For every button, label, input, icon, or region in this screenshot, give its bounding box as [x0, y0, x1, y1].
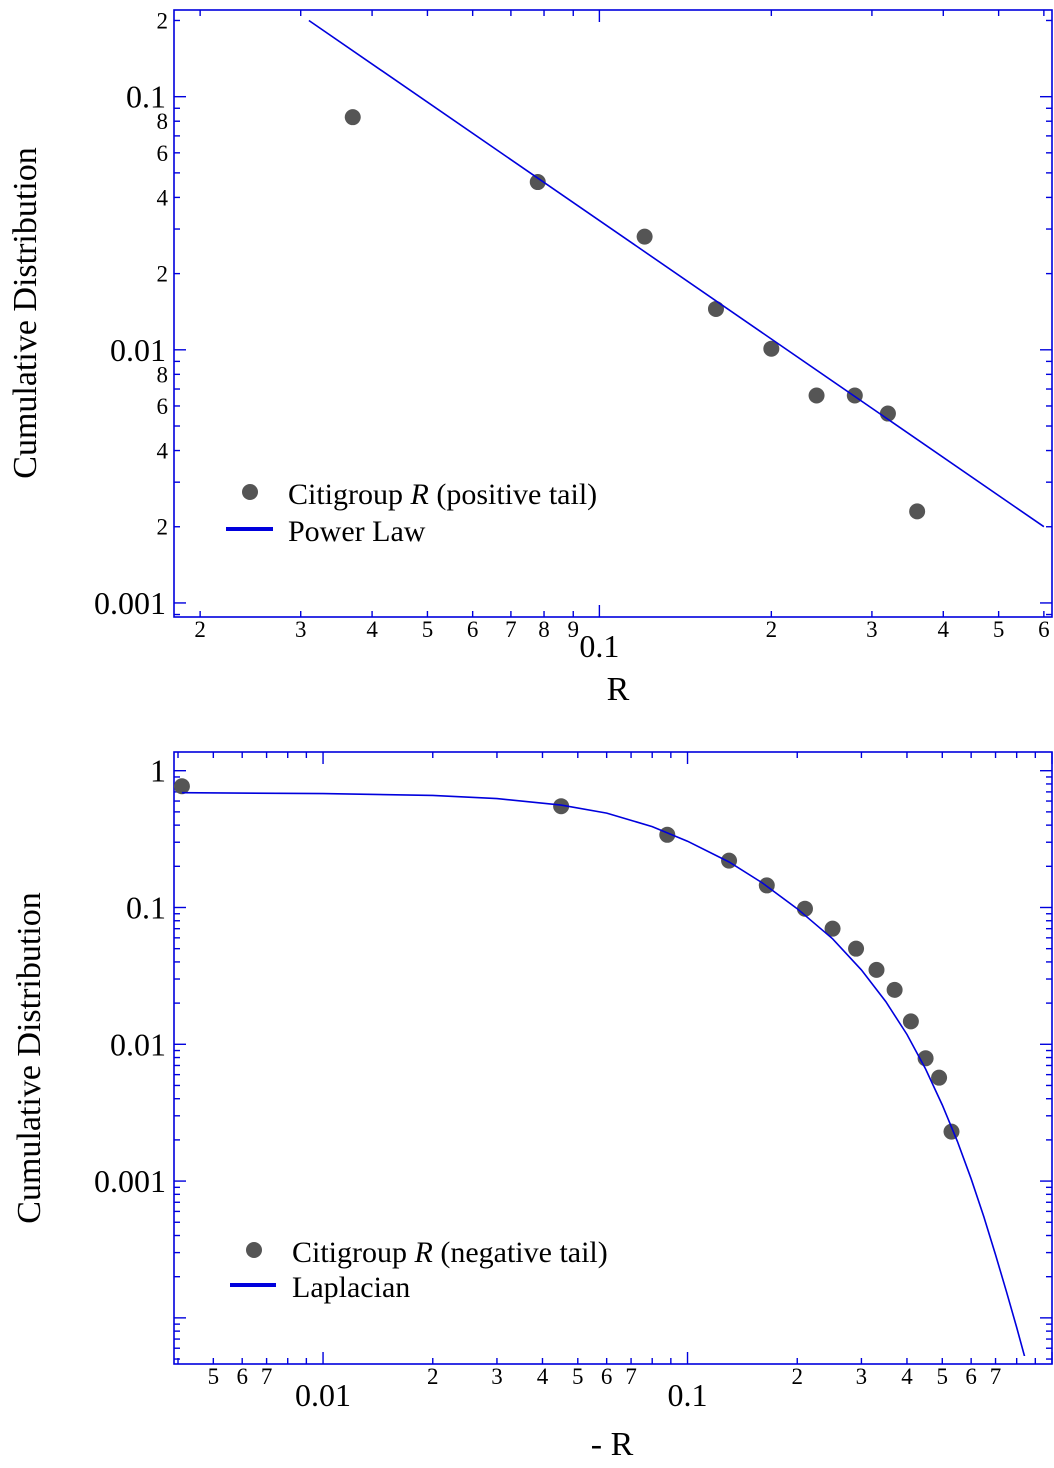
y-tick-label: 4 [157, 439, 169, 464]
x-tick-label: 2 [766, 617, 778, 642]
x-tick-label: 5 [208, 1364, 220, 1389]
x-tick-label: 3 [295, 617, 307, 642]
x-tick-label: 6 [236, 1364, 248, 1389]
x-tick-label: 9 [568, 617, 580, 642]
y-tick-label: 8 [157, 109, 169, 134]
y-tick-label: 0.1 [126, 889, 166, 925]
data-point [707, 300, 724, 317]
data-point [824, 920, 841, 937]
legend-marker [246, 1242, 262, 1258]
x-tick-label: 5 [572, 1364, 584, 1389]
data-point [636, 228, 653, 245]
legend-label-text: Citigroup [288, 478, 411, 511]
y-tick-label: 0.001 [94, 585, 166, 621]
x-tick-label: 4 [366, 617, 378, 642]
data-points [344, 109, 926, 520]
x-tick-label: 3 [856, 1364, 868, 1389]
data-points [173, 778, 960, 1140]
legend-label-italic: R [410, 478, 429, 511]
x-tick-label: 4 [537, 1364, 549, 1389]
y-tick-label: 1 [150, 753, 166, 789]
x-tick-label: 7 [505, 617, 517, 642]
y-tick-label: 0.01 [110, 332, 166, 368]
y-axis-title: Cumulative Distribution [7, 147, 44, 478]
legend-label: Citigroup R (positive tail) [288, 478, 597, 511]
x-tick-label: 6 [1038, 617, 1050, 642]
fit-line [308, 19, 1045, 528]
x-tick-label: 0.01 [295, 1377, 351, 1413]
y-tick-label: 4 [157, 185, 169, 210]
legend-label: Laplacian [292, 1271, 410, 1304]
x-tick-label: 5 [422, 617, 434, 642]
x-tick-label: 7 [261, 1364, 273, 1389]
axis-ticks [174, 10, 1052, 617]
legend: Citigroup R (positive tail)Power Law [226, 478, 597, 548]
legend-label-text: Laplacian [292, 1271, 410, 1304]
data-point [529, 174, 546, 191]
data-point [909, 503, 926, 520]
y-tick-label: 6 [157, 394, 169, 419]
y-tick-label: 6 [157, 141, 169, 166]
data-point [344, 109, 361, 126]
data-point [902, 1013, 919, 1030]
legend-label-text: Power Law [288, 515, 426, 548]
x-tick-label: 2 [427, 1364, 439, 1389]
x-tick-label: 0.1 [579, 628, 619, 664]
legend-label-text: (positive tail) [429, 478, 597, 511]
x-tick-label: 5 [937, 1364, 949, 1389]
axis-ticks [174, 752, 1053, 1364]
plot-frame [173, 9, 1053, 618]
legend-marker [242, 484, 258, 500]
x-tick-label: 7 [990, 1364, 1002, 1389]
x-tick-label: 5 [993, 617, 1005, 642]
x-axis-title: - R [591, 1426, 634, 1463]
legend-label: Citigroup R (negative tail) [292, 1236, 608, 1269]
y-tick-label: 2 [157, 262, 169, 287]
data-point [931, 1069, 948, 1086]
legend-label: Power Law [288, 515, 426, 548]
data-point [848, 940, 865, 957]
x-tick-label: 0.1 [668, 1377, 708, 1413]
x-axis-title: R [607, 671, 630, 708]
data-point [868, 961, 885, 978]
x-tick-label: 6 [965, 1364, 977, 1389]
data-point [808, 387, 825, 404]
x-tick-label: 4 [938, 617, 950, 642]
y-tick-label: 2 [157, 8, 169, 33]
y-axis-title: Cumulative Distribution [11, 892, 48, 1223]
x-tick-label: 8 [538, 617, 550, 642]
legend-label-text: (negative tail) [433, 1236, 608, 1269]
y-tick-label: 2 [157, 515, 169, 540]
data-point [879, 405, 896, 422]
data-point [763, 340, 780, 357]
y-tick-label: 0.01 [110, 1026, 166, 1062]
data-point [553, 798, 570, 815]
data-point [886, 981, 903, 998]
legend-label-italic: R [414, 1236, 433, 1269]
x-tick-label: 3 [866, 617, 878, 642]
legend: Citigroup R (negative tail)Laplacian [230, 1236, 608, 1304]
y-tick-label: 0.001 [94, 1163, 166, 1199]
x-tick-label: 6 [601, 1364, 613, 1389]
x-tick-label: 3 [491, 1364, 503, 1389]
x-tick-label: 4 [901, 1364, 913, 1389]
y-tick-label: 8 [157, 362, 169, 387]
x-tick-label: 6 [467, 617, 479, 642]
data-point [173, 778, 190, 795]
x-tick-label: 2 [791, 1364, 803, 1389]
fit-line [181, 791, 1026, 1356]
x-tick-label: 7 [625, 1364, 637, 1389]
legend-label-text: Citigroup [292, 1236, 415, 1269]
x-tick-label: 2 [194, 617, 206, 642]
y-tick-label: 0.1 [126, 79, 166, 115]
